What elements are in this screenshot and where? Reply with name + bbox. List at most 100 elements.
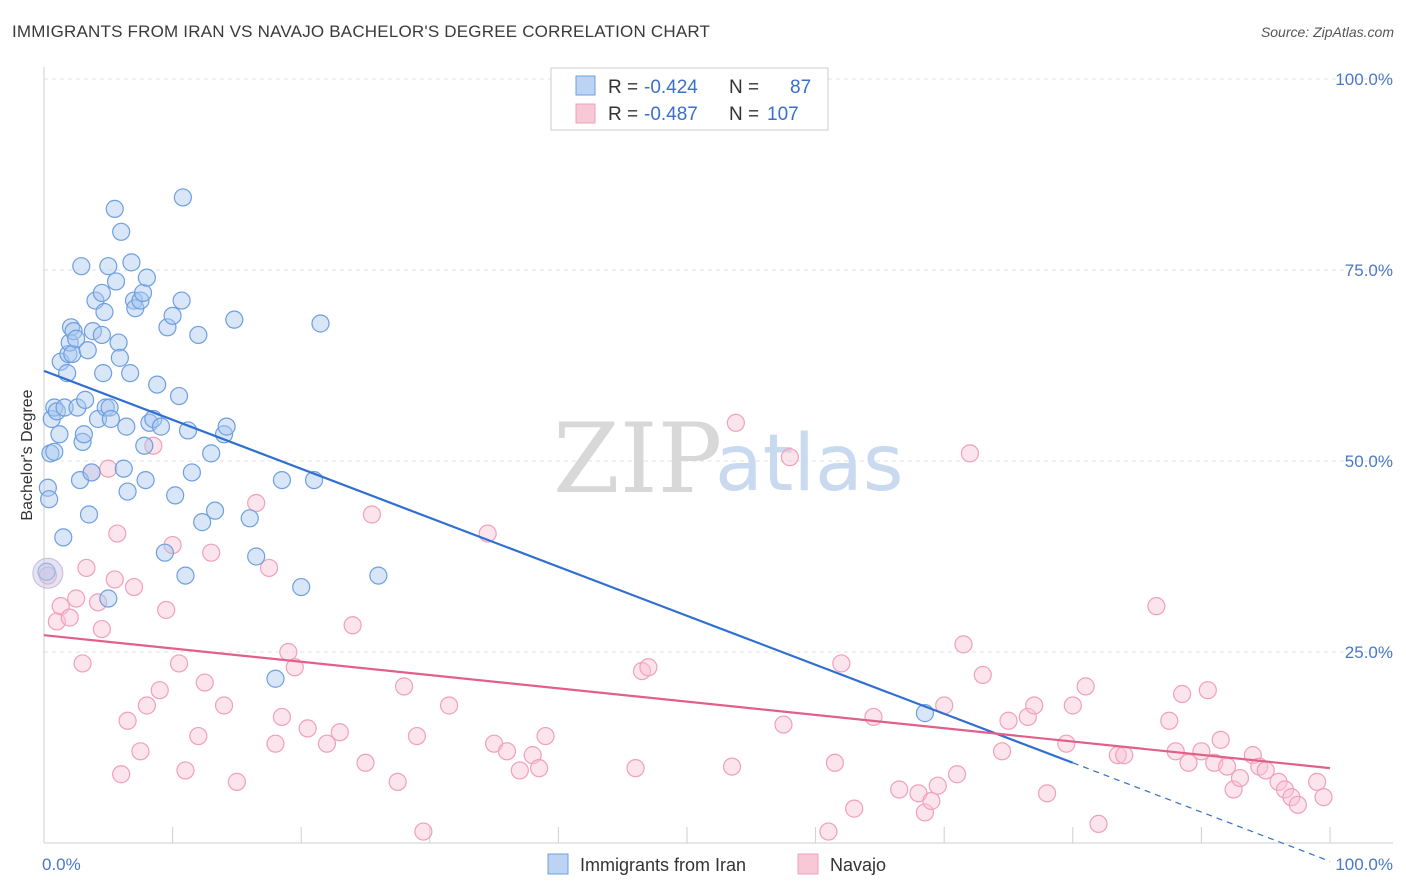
point-navajo-85 [1115,746,1134,765]
point-navajo-86 [1147,597,1166,616]
legend-n-value-navajo: 107 [767,104,799,125]
legend-bottom-label-navajo: Navajo [830,855,886,875]
point-iran-cluster [32,557,64,589]
legend-bottom-label-iran: Immigrants from Iran [580,855,746,875]
point-navajo-34 [285,658,304,677]
point-iran-40 [106,272,126,291]
watermark-atlas: atlas [715,419,904,509]
point-navajo-10 [99,459,118,478]
point-navajo-79 [1037,784,1057,803]
legend-n-label-iran: N = [729,77,759,98]
point-iran-26 [79,505,99,524]
y-tick-label-50: 50.0% [1345,452,1393,471]
point-iran-86 [99,589,118,608]
point-navajo-65 [890,780,909,799]
chart-source: Source: ZipAtlas.com [1260,24,1394,40]
point-navajo-92 [1198,681,1217,700]
point-navajo-48 [497,742,517,761]
point-navajo-24 [189,726,208,746]
point-navajo-89 [1173,684,1192,704]
point-navajo-58 [774,715,793,734]
point-navajo-102 [1275,780,1295,799]
point-iran-64 [169,386,189,406]
point-navajo-6 [77,558,96,578]
point-navajo-3 [60,608,79,627]
point-iran-25 [78,341,97,360]
point-iran-72 [202,444,221,463]
point-navajo-22 [169,654,189,673]
legend-swatch-navajo [575,103,596,124]
point-navajo-81 [1063,696,1082,715]
point-iran-45 [117,417,136,436]
point-iran-34 [95,302,114,322]
point-iran-53 [135,436,154,455]
point-navajo-33 [279,642,298,662]
point-iran-70 [189,325,208,345]
axes [43,67,1393,844]
point-iran-84 [369,566,388,585]
point-iran-76 [225,310,244,329]
point-iran-11 [55,398,74,417]
point-iran-55 [137,268,156,287]
point-navajo-77 [1018,707,1037,727]
point-navajo-63 [845,799,864,818]
point-iran-24 [76,390,95,409]
point-navajo-9 [92,619,111,639]
point-navajo-21 [163,535,182,555]
point-iran-79 [266,669,285,688]
point-iran-73 [205,501,225,520]
point-navajo-64 [864,707,883,727]
point-navajo-106 [1314,788,1333,807]
point-navajo-4 [67,589,86,608]
point-iran-39 [105,199,124,218]
point-navajo-103 [1282,788,1301,807]
point-navajo-39 [356,753,375,772]
point-navajo-71 [947,765,967,784]
point-navajo-55 [639,658,658,677]
point-navajo-83 [1089,814,1108,834]
point-navajo-41 [388,772,407,791]
trend-line-navajo [43,634,1331,770]
point-navajo-57 [726,413,745,432]
point-iran-46 [118,482,137,501]
point-navajo-15 [124,577,144,597]
watermark-zip: ZIP [553,403,722,515]
point-navajo-12 [108,524,127,543]
point-iran-44 [114,459,133,478]
point-iran-32 [92,325,111,345]
y-tick-labels: 25.0% 50.0% 75.0% 100.0% [1335,70,1393,662]
point-iran-36 [99,257,118,276]
point-navajo-20 [157,600,176,620]
point-iran-27 [82,463,101,482]
gridlines [44,78,1393,653]
point-navajo-75 [992,742,1012,761]
point-iran-63 [166,486,185,505]
point-navajo-13 [112,765,131,784]
legend-bottom-swatch-iran [547,853,569,875]
point-navajo-42 [394,677,414,696]
point-iran-2 [40,490,59,509]
point-navajo-61 [825,753,844,772]
y-tick-label-100: 100.0% [1335,70,1393,89]
point-navajo-74 [973,665,992,685]
x-tick-labels: 0.0% 100.0% [42,855,1393,874]
point-iran-75 [217,417,236,436]
point-iran-69 [182,463,201,482]
point-iran-77 [240,509,259,528]
point-navajo-8 [88,593,108,612]
point-navajo-28 [227,772,246,791]
point-navajo-16 [131,742,150,761]
point-iran-38 [101,409,120,429]
point-iran-62 [163,306,182,325]
legend-r-label-navajo: R = [608,104,638,125]
trend-line-iran-extension [1072,762,1331,862]
point-iran-67 [176,566,195,585]
point-iran-43 [112,222,131,241]
point-navajo-40 [362,505,382,524]
point-navajo-73 [960,444,980,463]
point-navajo-37 [330,723,349,742]
point-navajo-31 [266,734,285,753]
point-iran-8 [50,425,69,444]
point-iran-16 [63,344,82,364]
